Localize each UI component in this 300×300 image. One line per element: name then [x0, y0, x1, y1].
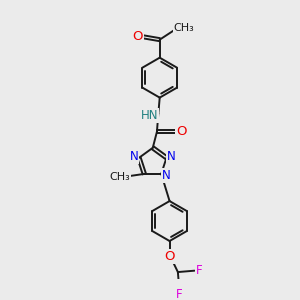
Text: N: N	[167, 150, 176, 163]
Text: F: F	[196, 264, 203, 277]
Text: O: O	[164, 250, 175, 263]
Text: F: F	[176, 288, 183, 300]
Text: N: N	[130, 150, 138, 163]
Text: O: O	[176, 125, 186, 138]
Text: CH₃: CH₃	[174, 23, 194, 33]
Text: O: O	[132, 30, 143, 44]
Text: CH₃: CH₃	[109, 172, 130, 182]
Text: HN: HN	[141, 109, 158, 122]
Text: N: N	[162, 169, 171, 182]
